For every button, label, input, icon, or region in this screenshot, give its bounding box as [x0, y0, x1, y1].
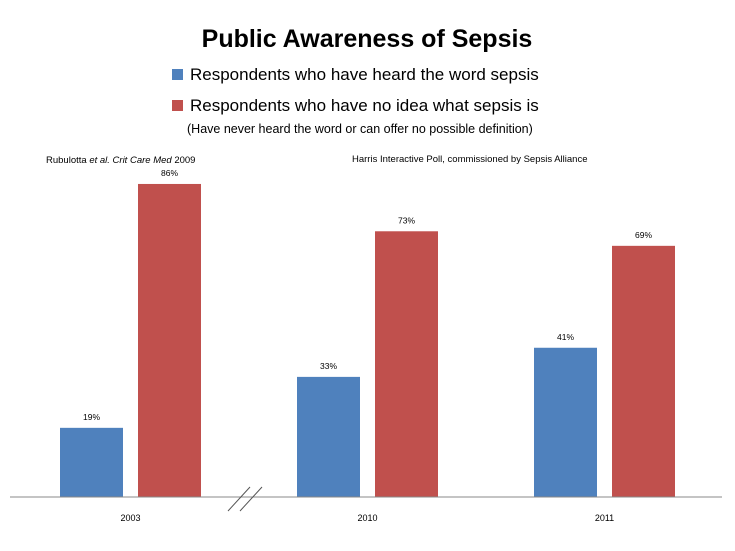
data-label-heard-2011: 41%	[557, 332, 574, 342]
legend-label-no-idea: Respondents who have no idea what sepsis…	[190, 96, 539, 115]
source-left-prefix: Rubulotta	[46, 155, 89, 166]
bar-no-idea-2003	[138, 183, 201, 497]
legend-note: (Have never heard the word or can offer …	[187, 122, 533, 136]
data-label-heard-2010: 33%	[320, 361, 337, 371]
source-right: Harris Interactive Poll, commissioned by…	[352, 154, 587, 165]
bar-heard-2010	[297, 376, 360, 497]
x-tick-label-2003: 2003	[120, 513, 140, 523]
axis-break-mark-1	[227, 486, 251, 512]
data-label-heard-2003: 19%	[83, 412, 100, 422]
bar-no-idea-2011	[612, 245, 675, 497]
source-left: Rubulotta et al. Crit Care Med 2009	[46, 155, 195, 166]
source-left-suffix: 2009	[172, 155, 196, 166]
data-label-no-idea-2011: 69%	[635, 230, 652, 240]
axis-break-marks	[227, 486, 263, 512]
legend-label-heard: Respondents who have heard the word seps…	[190, 65, 539, 84]
data-label-no-idea-2010: 73%	[398, 215, 415, 225]
x-tick-label-2010: 2010	[357, 513, 377, 523]
plot-area: 19% 86% 2003 33% 73% 2010 41% 69% 2011	[60, 168, 675, 523]
bar-heard-2003	[60, 427, 123, 497]
legend-swatch-heard	[172, 69, 183, 80]
legend: Respondents who have heard the word seps…	[172, 65, 539, 136]
x-tick-label-2011: 2011	[595, 513, 614, 523]
bar-heard-2011	[534, 347, 597, 497]
legend-swatch-no-idea	[172, 100, 183, 111]
axis-break-mark-2	[239, 486, 263, 512]
chart-title: Public Awareness of Sepsis	[202, 25, 533, 53]
source-left-italic: et al. Crit Care Med	[89, 155, 172, 166]
bar-no-idea-2010	[375, 231, 438, 497]
data-label-no-idea-2003: 86%	[161, 168, 178, 178]
